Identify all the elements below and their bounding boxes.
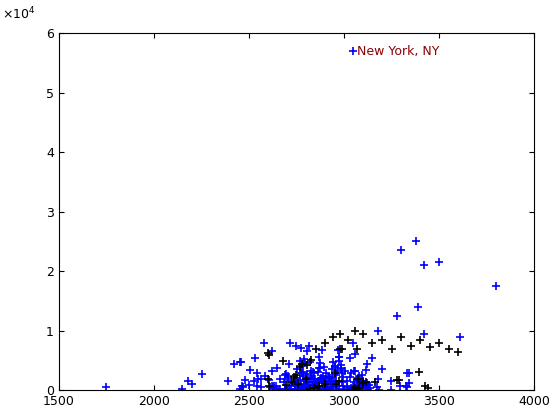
Text: $\times 10^4$: $\times 10^4$ (2, 5, 35, 22)
Text: New York, NY: New York, NY (357, 45, 439, 58)
